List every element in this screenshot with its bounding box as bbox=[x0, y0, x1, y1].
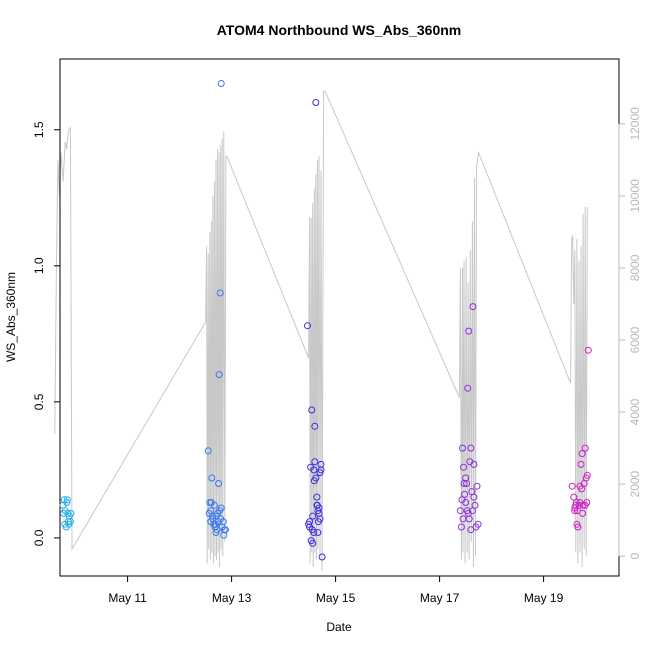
altitude-line-layer bbox=[54, 90, 589, 571]
data-point-s3-0 bbox=[456, 507, 464, 515]
data-point-s0-13 bbox=[63, 496, 71, 504]
x-tick-label-3: May 17 bbox=[420, 591, 460, 605]
data-point-s2-25 bbox=[307, 537, 315, 545]
data-point-s2-23 bbox=[317, 466, 325, 474]
data-point-s4-1 bbox=[570, 493, 578, 501]
data-point-s1-3 bbox=[208, 474, 216, 482]
data-point-s4-12 bbox=[581, 444, 589, 452]
y-tick-label-right-0: 0 bbox=[628, 553, 642, 560]
y-tick-label-right-3: 6000 bbox=[628, 326, 642, 353]
y-tick-label-right-6: 12000 bbox=[628, 107, 642, 141]
data-point-s2-4 bbox=[308, 406, 316, 414]
data-point-s3-24 bbox=[470, 493, 478, 501]
data-point-s3-16 bbox=[473, 482, 481, 490]
data-point-s0-12 bbox=[60, 509, 68, 517]
data-point-s4-8 bbox=[577, 460, 585, 468]
data-point-s3-17 bbox=[474, 520, 482, 528]
y-tick-label-right-2: 4000 bbox=[628, 398, 642, 425]
data-point-s2-5 bbox=[309, 512, 317, 520]
data-point-s3-25 bbox=[458, 496, 466, 504]
data-point-s3-6 bbox=[463, 480, 471, 487]
y-tick-label-left-0: 0.0 bbox=[32, 529, 46, 546]
data-point-s3-4 bbox=[461, 490, 469, 498]
data-point-s2-14 bbox=[318, 553, 326, 561]
data-point-s4-14 bbox=[583, 471, 591, 479]
data-point-s1-18 bbox=[217, 80, 225, 87]
x-tick-label-2: May 15 bbox=[316, 591, 356, 605]
data-point-s1-28 bbox=[207, 499, 215, 506]
x-tick-label-4: May 19 bbox=[524, 591, 564, 605]
data-point-s4-19 bbox=[579, 509, 587, 517]
y-tick-label-left-3: 1.5 bbox=[32, 121, 46, 138]
y-tick-label-right-4: 8000 bbox=[628, 254, 642, 281]
data-point-s1-17 bbox=[215, 480, 223, 487]
data-point-s2-18 bbox=[312, 99, 320, 106]
x-axis-label: Date bbox=[326, 620, 352, 634]
data-point-s1-24 bbox=[216, 507, 224, 515]
data-point-s3-14 bbox=[471, 501, 479, 509]
data-point-s4-23 bbox=[583, 499, 591, 506]
data-point-s2-19 bbox=[313, 493, 321, 501]
data-point-s3-2 bbox=[459, 444, 466, 452]
data-point-s2-20 bbox=[314, 529, 322, 536]
y-tick-label-right-1: 2000 bbox=[628, 470, 642, 497]
data-point-s3-13 bbox=[470, 460, 478, 468]
data-point-s3-1 bbox=[457, 523, 465, 531]
data-point-s0-11 bbox=[67, 509, 75, 517]
data-point-s4-18 bbox=[576, 499, 584, 506]
data-point-s3-10 bbox=[467, 444, 475, 452]
x-axis: May 11 May 13 May 15 May 17 May 19 bbox=[108, 575, 564, 605]
data-point-s3-12 bbox=[469, 303, 477, 311]
data-point-s3-26 bbox=[460, 480, 468, 487]
data-point-s1-10 bbox=[215, 371, 223, 379]
data-point-s1-29 bbox=[212, 520, 219, 528]
altitude-line bbox=[54, 90, 589, 571]
data-point-s3-7 bbox=[464, 384, 472, 392]
data-point-s4-22 bbox=[578, 485, 586, 493]
y-tick-label-right-5: 10000 bbox=[628, 179, 642, 213]
data-point-s2-26 bbox=[310, 477, 318, 485]
data-point-s1-25 bbox=[217, 515, 225, 523]
x-tick-label-1: May 13 bbox=[212, 591, 252, 605]
data-point-s2-29 bbox=[308, 526, 316, 534]
data-point-s2-6 bbox=[310, 466, 318, 474]
data-point-s2-0 bbox=[304, 322, 311, 330]
y-axis-left: 0.0 0.5 1.0 1.5 bbox=[32, 121, 61, 546]
data-point-s4-5 bbox=[574, 523, 582, 531]
data-point-s2-2 bbox=[306, 518, 314, 526]
data-point-s1-27 bbox=[205, 509, 213, 517]
y-axis-label: WS_Abs_360nm bbox=[4, 272, 18, 362]
data-points-layer bbox=[59, 80, 592, 561]
y-axis-right: 0 2000 4000 6000 8000 10000 12000 bbox=[618, 107, 642, 560]
data-point-s3-22 bbox=[467, 526, 475, 534]
y-tick-label-left-1: 0.5 bbox=[32, 393, 46, 410]
x-tick-label-0: May 11 bbox=[108, 591, 147, 605]
data-point-s4-0 bbox=[568, 482, 576, 490]
data-point-s3-27 bbox=[464, 509, 472, 517]
data-point-s2-17 bbox=[311, 458, 319, 466]
data-point-s3-8 bbox=[465, 327, 473, 335]
data-point-s0-5 bbox=[63, 499, 71, 506]
data-point-s1-22 bbox=[212, 529, 220, 536]
y-tick-label-left-2: 1.0 bbox=[32, 257, 46, 274]
data-point-s2-27 bbox=[314, 518, 322, 526]
chart-title: ATOM4 Northbound WS_Abs_360nm bbox=[217, 22, 462, 38]
data-point-s1-0 bbox=[204, 447, 212, 455]
data-point-s1-11 bbox=[216, 289, 224, 297]
data-point-s2-7 bbox=[311, 422, 319, 430]
data-point-s4-15 bbox=[584, 346, 592, 354]
data-point-s0-10 bbox=[66, 518, 74, 526]
data-point-s2-28 bbox=[313, 501, 321, 509]
data-point-s4-9 bbox=[578, 450, 586, 458]
data-point-s3-3 bbox=[460, 463, 467, 471]
data-point-s1-26 bbox=[220, 531, 228, 539]
data-point-s4-21 bbox=[572, 499, 580, 506]
